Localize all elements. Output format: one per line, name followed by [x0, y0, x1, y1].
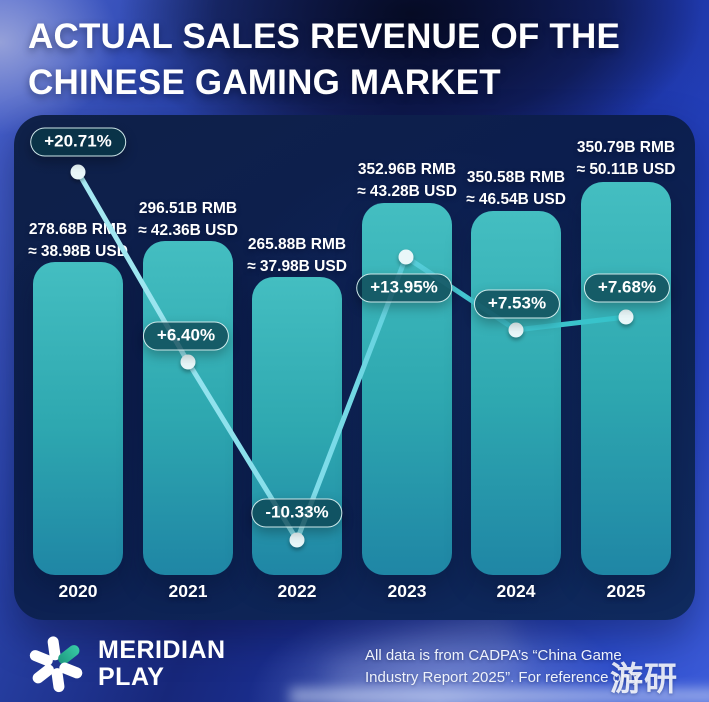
bar-value-label-2020: 278.68B RMB ≈ 38.98B USD — [0, 219, 163, 263]
x-axis-label-2025: 2025 — [606, 581, 646, 601]
trend-point-2025 — [618, 309, 634, 325]
logo-arm-teal — [55, 642, 82, 666]
bar-value-label-2021: 296.51B RMB ≈ 42.36B USD — [103, 198, 273, 242]
logo-text-line1: MERIDIAN — [98, 636, 226, 664]
bar-2020 — [33, 262, 123, 575]
usd-value: ≈ 37.98B USD — [247, 258, 347, 275]
rmb-value: 350.79B RMB — [576, 139, 676, 156]
meridian-play-logo-icon — [22, 630, 90, 698]
usd-value: ≈ 42.36B USD — [138, 222, 238, 239]
rmb-value: 352.96B RMB — [357, 161, 457, 178]
source-note: All data is from CADPA’s “China Game Ind… — [365, 645, 695, 689]
pct-change-badge-2025: +7.68% — [583, 273, 671, 303]
usd-value: ≈ 50.11B USD — [576, 161, 676, 178]
pct-change-badge-2020: +20.71% — [30, 127, 126, 157]
chart-panel: 278.68B RMB ≈ 38.98B USD 296.51B RMB ≈ 4… — [14, 115, 695, 620]
bar-2024 — [471, 211, 561, 575]
rmb-value: 278.68B RMB — [28, 221, 128, 238]
trend-line-chart — [70, 164, 634, 548]
watermark-youyanshe: 游研社 — [610, 660, 678, 697]
page-title-line1: ACTUAL SALES REVENUE OF THE — [28, 17, 621, 56]
brand-logo: MERIDIAN PLAY — [26, 634, 226, 694]
usd-value: ≈ 38.98B USD — [28, 243, 128, 260]
bar-value-label-2022: 265.88B RMB ≈ 37.98B USD — [212, 234, 382, 278]
bar-value-label-2025: 350.79B RMB ≈ 50.11B USD — [541, 137, 709, 181]
trend-line — [75, 169, 629, 543]
trend-point-2020 — [70, 164, 86, 180]
rmb-value: 296.51B RMB — [138, 200, 238, 217]
pct-change-badge-2023: +13.95% — [356, 273, 452, 303]
source-note-line2: Industry Report 2025”. For reference onl… — [365, 669, 644, 686]
pct-change-badge-2022: -10.33% — [251, 498, 343, 528]
bar-value-label-2024: 350.58B RMB ≈ 46.54B USD — [431, 167, 601, 211]
pct-change-badge-2021: +6.40% — [142, 321, 230, 351]
x-axis-label-2020: 2020 — [58, 581, 98, 601]
usd-value: ≈ 43.28B USD — [357, 183, 457, 200]
usd-value: ≈ 46.54B USD — [466, 191, 566, 208]
source-note-line1: All data is from CADPA’s “China Game — [365, 647, 622, 664]
rmb-value: 265.88B RMB — [247, 236, 347, 253]
pct-change-badge-2024: +7.53% — [473, 289, 561, 319]
trend-point-2024 — [508, 322, 524, 338]
logo-text: MERIDIAN PLAY — [98, 637, 226, 691]
page-title: ACTUAL SALES REVENUE OF THE CHINESE GAMI… — [28, 14, 620, 106]
logo-text-line2: PLAY — [98, 663, 165, 691]
bottom-light-streak — [290, 688, 709, 702]
x-axis-label-2021: 2021 — [168, 581, 208, 601]
trend-point-2022 — [289, 532, 305, 548]
x-axis-label-2022: 2022 — [277, 581, 317, 601]
x-axis-label-2023: 2023 — [387, 581, 427, 601]
bar-2023 — [362, 203, 452, 575]
bar-value-label-2023: 352.96B RMB ≈ 43.28B USD — [322, 159, 492, 203]
page-title-line2: CHINESE GAMING MARKET — [28, 63, 501, 102]
x-axis-label-2024: 2024 — [496, 581, 536, 601]
trend-point-2021 — [180, 354, 196, 370]
trend-point-2023 — [398, 249, 414, 265]
rmb-value: 350.58B RMB — [466, 169, 566, 186]
bar-2025 — [581, 182, 671, 575]
